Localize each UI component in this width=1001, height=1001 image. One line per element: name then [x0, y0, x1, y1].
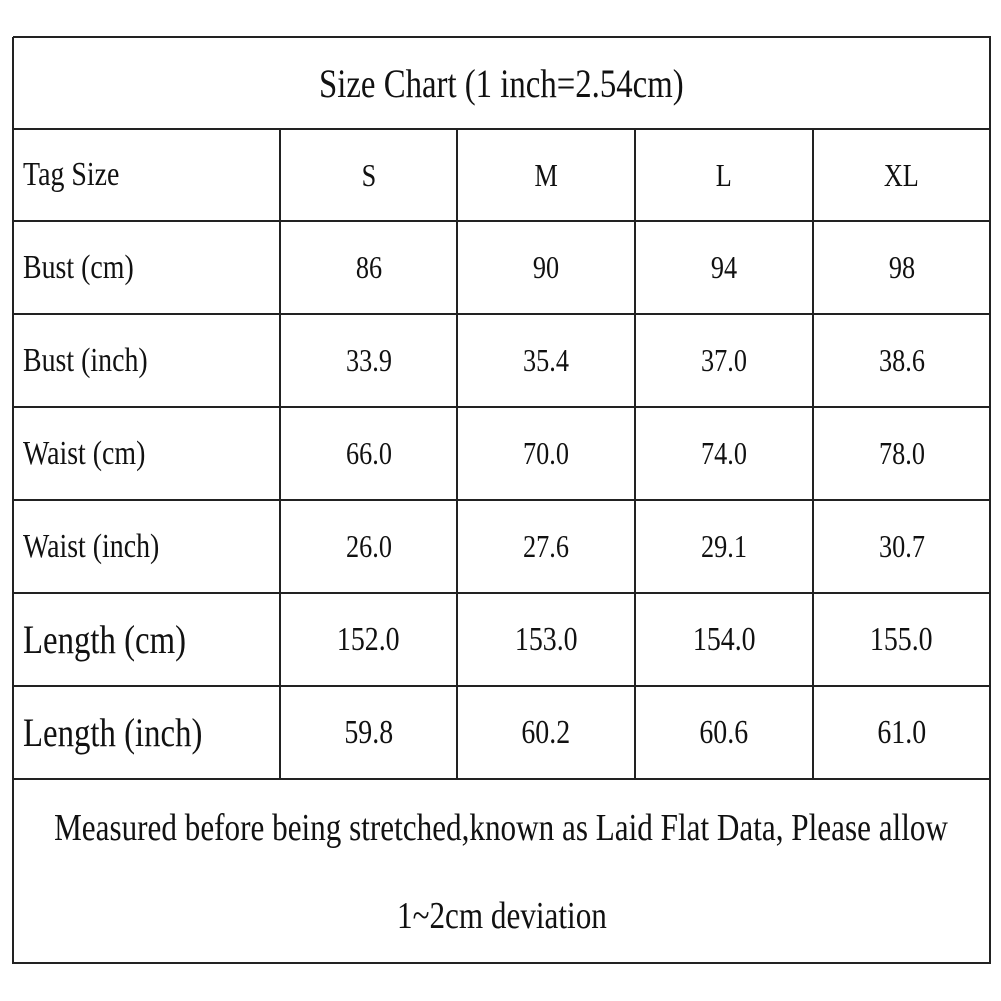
cell-value: 66.0: [345, 435, 392, 471]
table-border: [13, 406, 991, 408]
cell-value: 29.1: [701, 528, 747, 564]
row-label: Waist (inch): [23, 527, 160, 565]
table-border: [812, 129, 814, 779]
table-border: [456, 129, 458, 779]
table-border: [13, 499, 991, 501]
cell-value: 35.4: [523, 342, 569, 378]
table-cell: Bust (cm): [13, 221, 280, 314]
table-border: [634, 129, 636, 779]
table-cell: 26.0: [280, 500, 457, 593]
table-cell: 1~2cm deviation: [13, 873, 990, 958]
table-cell: 61.0: [813, 686, 990, 779]
row-label: Tag Size: [23, 156, 120, 193]
cell-value: 37.0: [701, 342, 747, 378]
table-border: [13, 313, 991, 315]
table-cell: 155.0: [813, 593, 990, 686]
table-cell: Length (cm): [13, 593, 280, 686]
cell-value: 60.2: [521, 713, 571, 751]
table-cell: 70.0: [457, 407, 635, 500]
table-border: [13, 962, 991, 964]
cell-value: L: [715, 156, 733, 193]
table-cell: 66.0: [280, 407, 457, 500]
table-cell: S: [280, 129, 457, 221]
cell-value: 70.0: [523, 435, 569, 471]
cell-value: 154.0: [692, 620, 756, 658]
table-border: [13, 685, 991, 687]
table-cell: Bust (inch): [13, 314, 280, 407]
table-cell: L: [635, 129, 813, 221]
table-cell: Waist (cm): [13, 407, 280, 500]
table-border: [12, 37, 14, 964]
table-cell: 86: [280, 221, 457, 314]
table-cell: 29.1: [635, 500, 813, 593]
table-cell: 94: [635, 221, 813, 314]
cell-value: 60.6: [699, 713, 749, 751]
cell-value: 155.0: [870, 620, 933, 658]
table-border: [13, 36, 991, 38]
table-cell: Measured before being stretched,known as…: [13, 785, 990, 870]
table-border: [13, 778, 991, 780]
cell-value: S: [361, 156, 376, 193]
table-cell: 38.6: [813, 314, 990, 407]
table-border: [13, 592, 991, 594]
cell-value: 26.0: [345, 528, 392, 564]
table-cell: 154.0: [635, 593, 813, 686]
row-label: Length (cm): [23, 617, 187, 662]
cell-value: 152.0: [337, 620, 400, 658]
note-line: Measured before being stretched,known as…: [54, 806, 949, 849]
table-cell: Length (inch): [13, 686, 280, 779]
table-cell: Size Chart (1 inch=2.54cm): [13, 37, 990, 129]
table-cell: 30.7: [813, 500, 990, 593]
cell-value: 98: [888, 249, 915, 285]
cell-value: 38.6: [878, 342, 925, 378]
cell-value: 90: [532, 249, 560, 285]
table-cell: 37.0: [635, 314, 813, 407]
table-border: [13, 220, 991, 222]
cell-value: 94: [710, 249, 738, 285]
table-border: [989, 37, 991, 964]
row-label: Waist (cm): [23, 434, 146, 472]
cell-value: 27.6: [523, 528, 569, 564]
cell-value: 78.0: [878, 435, 925, 471]
table-border: [13, 128, 991, 130]
cell-value: 33.9: [345, 342, 392, 378]
table-cell: Tag Size: [13, 129, 280, 221]
table-cell: 74.0: [635, 407, 813, 500]
table-cell: 60.2: [457, 686, 635, 779]
table-cell: 60.6: [635, 686, 813, 779]
row-label: Bust (cm): [23, 248, 134, 286]
cell-value: M: [534, 156, 558, 193]
cell-value: 59.8: [344, 713, 393, 751]
cell-value: 61.0: [877, 713, 926, 751]
cell-value: XL: [884, 156, 919, 193]
table-cell: Waist (inch): [13, 500, 280, 593]
cell-value: 30.7: [878, 528, 925, 564]
table-cell: 153.0: [457, 593, 635, 686]
table-cell: 78.0: [813, 407, 990, 500]
cell-value: 86: [355, 249, 382, 285]
table-cell: 152.0: [280, 593, 457, 686]
table-cell: 90: [457, 221, 635, 314]
table-cell: 59.8: [280, 686, 457, 779]
table-cell: 35.4: [457, 314, 635, 407]
table-border: [279, 129, 281, 779]
cell-value: 153.0: [514, 620, 578, 658]
table-cell: 27.6: [457, 500, 635, 593]
cell-value: 74.0: [701, 435, 747, 471]
title: Size Chart (1 inch=2.54cm): [319, 60, 684, 106]
note-line: 1~2cm deviation: [396, 894, 607, 937]
row-label: Bust (inch): [23, 341, 148, 379]
table-cell: 98: [813, 221, 990, 314]
row-label: Length (inch): [23, 710, 203, 755]
table-cell: XL: [813, 129, 990, 221]
table-cell: 33.9: [280, 314, 457, 407]
table-cell: M: [457, 129, 635, 221]
